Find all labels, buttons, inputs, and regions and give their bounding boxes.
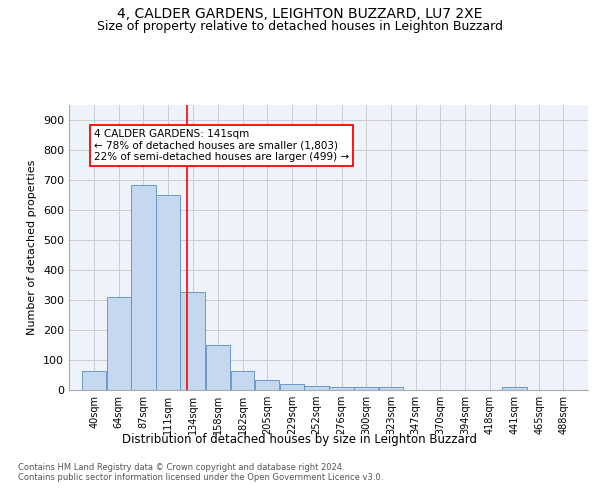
Bar bbox=[355, 387, 378, 390]
Bar bbox=[131, 184, 156, 390]
Bar bbox=[107, 297, 131, 390]
Bar bbox=[304, 386, 329, 390]
Bar bbox=[329, 386, 354, 390]
Bar bbox=[231, 370, 254, 390]
Text: 4, CALDER GARDENS, LEIGHTON BUZZARD, LU7 2XE: 4, CALDER GARDENS, LEIGHTON BUZZARD, LU7… bbox=[118, 8, 482, 22]
Bar bbox=[181, 292, 205, 390]
Bar bbox=[156, 194, 180, 390]
Text: Distribution of detached houses by size in Leighton Buzzard: Distribution of detached houses by size … bbox=[122, 432, 478, 446]
Text: Contains HM Land Registry data © Crown copyright and database right 2024.
Contai: Contains HM Land Registry data © Crown c… bbox=[18, 462, 383, 482]
Bar bbox=[82, 371, 106, 390]
Bar bbox=[379, 388, 403, 390]
Bar bbox=[502, 388, 527, 390]
Y-axis label: Number of detached properties: Number of detached properties bbox=[28, 160, 37, 335]
Text: Size of property relative to detached houses in Leighton Buzzard: Size of property relative to detached ho… bbox=[97, 20, 503, 33]
Bar bbox=[206, 346, 230, 390]
Bar bbox=[255, 380, 280, 390]
Text: 4 CALDER GARDENS: 141sqm
← 78% of detached houses are smaller (1,803)
22% of sem: 4 CALDER GARDENS: 141sqm ← 78% of detach… bbox=[94, 129, 349, 162]
Bar bbox=[280, 384, 304, 390]
